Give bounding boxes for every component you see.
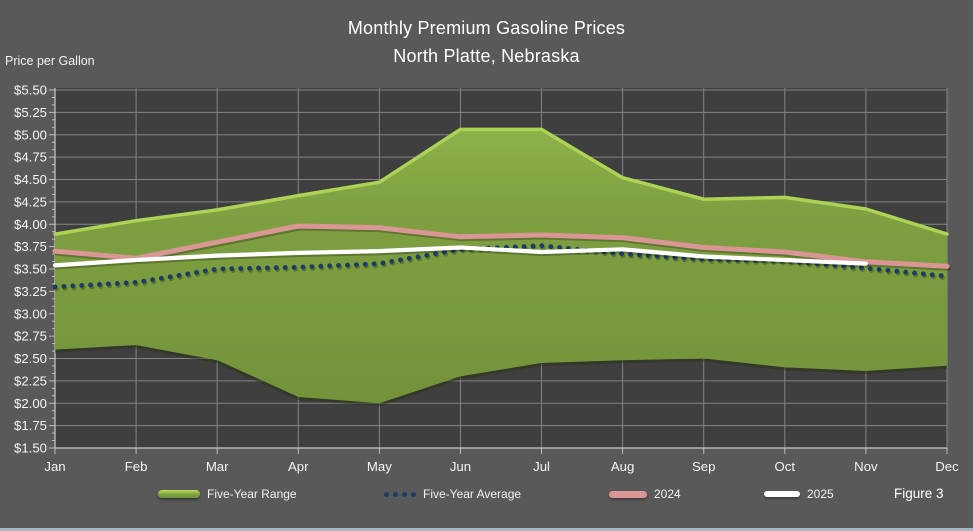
svg-text:$5.50: $5.50	[14, 83, 47, 98]
line-2024	[52, 223, 951, 271]
chart-title-line1: Monthly Premium Gasoline Prices	[347, 18, 626, 38]
svg-text:Jun: Jun	[450, 459, 471, 474]
svg-text:$5.00: $5.00	[14, 127, 47, 142]
line-2025-swatch-icon	[764, 491, 800, 497]
x-axis-tick-labels: Jan Feb Mar Apr May Jun Jul Aug Sep Oct Nov Dec	[44, 459, 959, 474]
svg-text:May: May	[367, 459, 392, 474]
svg-text:$1.50: $1.50	[14, 441, 47, 456]
svg-text:Mar: Mar	[206, 459, 229, 474]
svg-text:$2.25: $2.25	[14, 373, 47, 388]
svg-text:$3.50: $3.50	[14, 262, 47, 277]
svg-text:Nov: Nov	[854, 459, 878, 474]
dotted-line-swatch-icon	[384, 491, 416, 497]
legend-item-2025: 2025	[764, 487, 834, 501]
legend-item-2024: 2024	[609, 487, 681, 501]
legend-item-five-year-range: Five-Year Range	[158, 487, 297, 501]
svg-text:Sep: Sep	[692, 459, 715, 474]
chart-title-line2: North Platte, Nebraska	[393, 46, 580, 66]
svg-text:$4.25: $4.25	[14, 194, 47, 209]
svg-text:$4.00: $4.00	[14, 217, 47, 232]
legend-label-five-year-range: Five-Year Range	[207, 487, 297, 501]
legend-label-five-year-average: Five-Year Average	[423, 487, 522, 501]
line-2025	[52, 245, 870, 270]
svg-text:$3.25: $3.25	[14, 284, 47, 299]
svg-text:Oct: Oct	[775, 459, 796, 474]
svg-text:Jan: Jan	[44, 459, 65, 474]
svg-text:Apr: Apr	[288, 459, 309, 474]
y-axis-title: Price per Gallon	[5, 54, 95, 68]
svg-text:$4.50: $4.50	[14, 172, 47, 187]
five-year-range-band	[53, 127, 949, 407]
svg-text:$3.75: $3.75	[14, 239, 47, 254]
y-axis-tick-labels: $5.50 $5.25 $5.00 $4.75 $4.50 $4.25 $4.00 $3.75…	[14, 83, 47, 456]
svg-text:$4.75: $4.75	[14, 150, 47, 165]
range-swatch-icon	[158, 490, 200, 498]
legend-item-five-year-average: Five-Year Average	[384, 487, 521, 501]
svg-text:$2.75: $2.75	[14, 329, 47, 344]
svg-text:$5.25: $5.25	[14, 105, 47, 120]
legend-label-2025: 2025	[807, 487, 834, 501]
line-2024-swatch-icon	[609, 490, 647, 498]
svg-text:Dec: Dec	[935, 459, 959, 474]
svg-text:Feb: Feb	[125, 459, 148, 474]
svg-text:$3.00: $3.00	[14, 306, 47, 321]
svg-text:$1.75: $1.75	[14, 418, 47, 433]
svg-text:Jul: Jul	[533, 459, 550, 474]
chart-title: Monthly Premium Gasoline Prices North Pl…	[0, 14, 973, 70]
figure-number-label: Figure 3	[894, 486, 944, 501]
svg-text:$2.00: $2.00	[14, 396, 47, 411]
footer-strip	[0, 528, 973, 531]
svg-text:Aug: Aug	[611, 459, 634, 474]
legend-label-2024: 2024	[654, 487, 681, 501]
svg-text:$2.50: $2.50	[14, 351, 47, 366]
